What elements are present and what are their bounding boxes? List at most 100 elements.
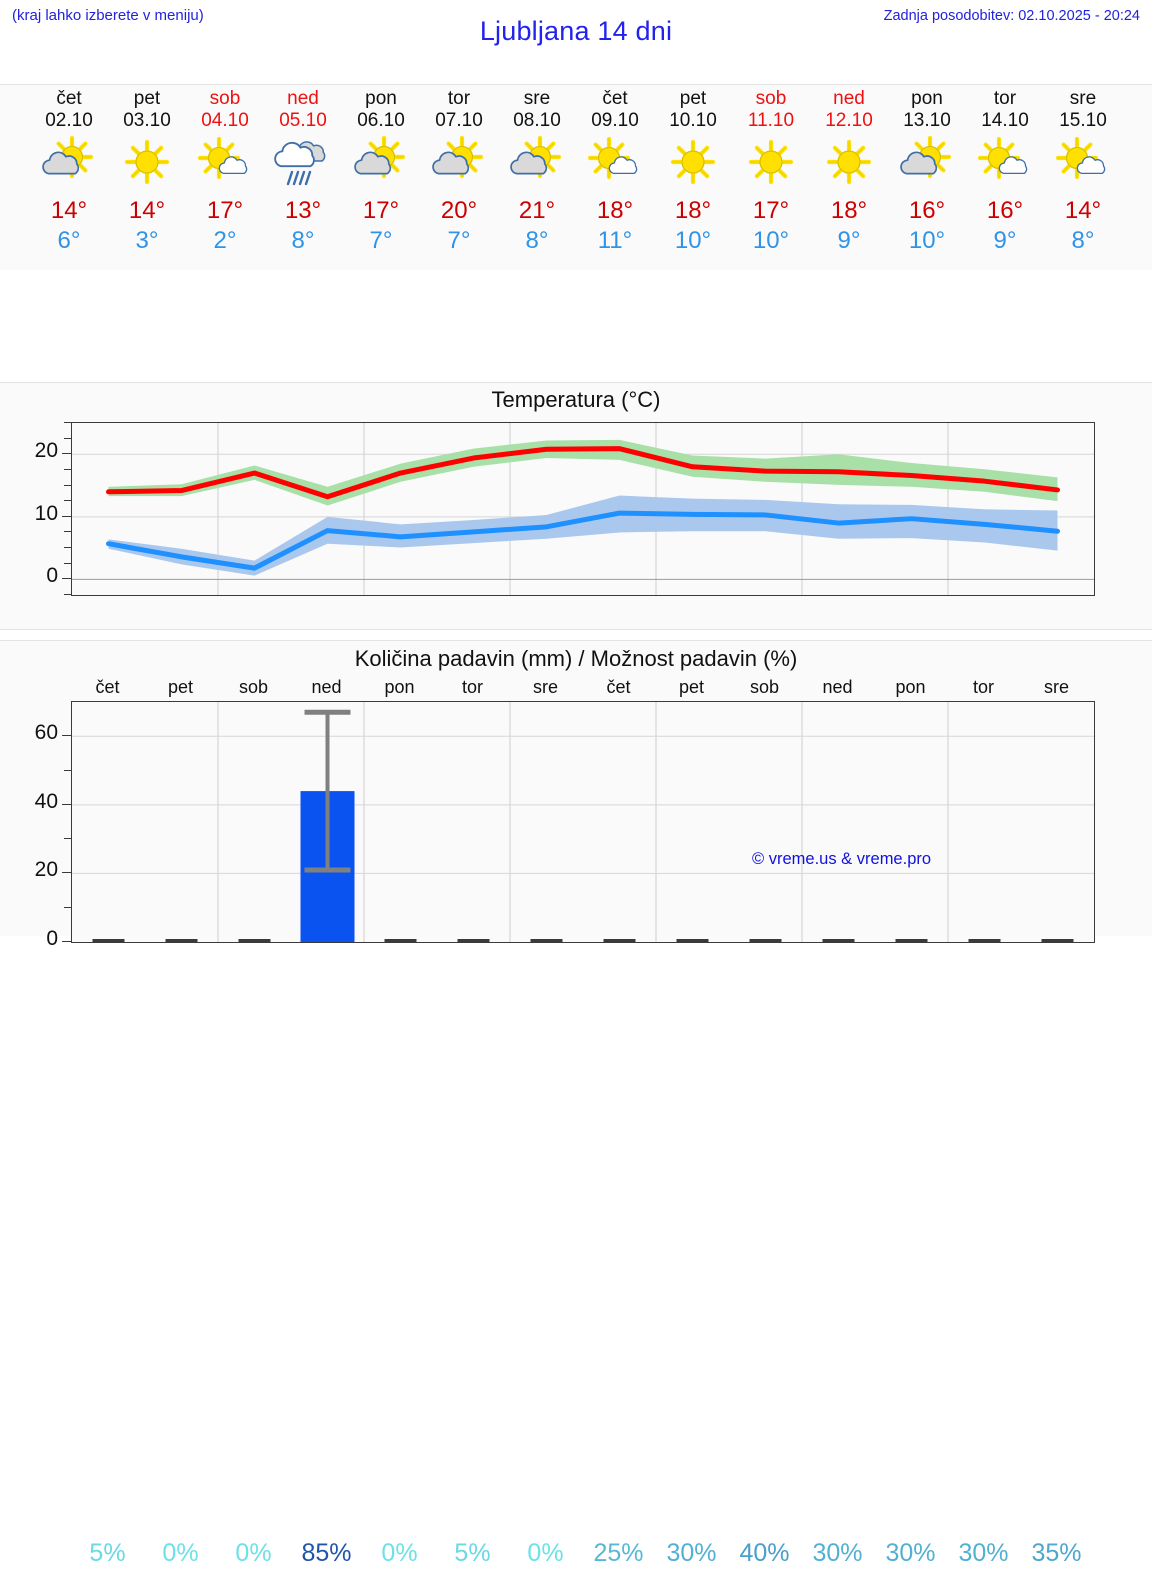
day-column[interactable]: pet 10.10 18° 10° bbox=[654, 85, 732, 271]
precipitation-y-axis-label: 40 bbox=[34, 789, 58, 813]
day-column[interactable]: čet 09.10 18° 11° bbox=[576, 85, 654, 271]
precipitation-probability: 35% bbox=[1031, 1539, 1082, 1567]
temperature-chart-panel: Temperatura (°C) © vreme.us & vreme.pro … bbox=[0, 382, 1152, 868]
temperature-y-axis-minor-tick bbox=[64, 484, 71, 486]
sun-behind-cloud-icon bbox=[420, 135, 498, 191]
precipitation-y-axis-tick bbox=[62, 803, 71, 805]
precipitation-y-axis-minor-tick bbox=[64, 769, 71, 771]
precipitation-day-label: sob bbox=[749, 677, 780, 697]
precipitation-probability: 40% bbox=[739, 1539, 790, 1567]
precipitation-probability: 0% bbox=[381, 1539, 418, 1567]
precipitation-y-axis-minor-tick bbox=[64, 838, 71, 840]
sun-behind-cloud-icon bbox=[30, 135, 108, 191]
day-name: sob bbox=[209, 88, 241, 109]
precipitation-probability: 30% bbox=[885, 1539, 936, 1567]
temperature-min: 9° bbox=[837, 227, 861, 254]
day-date: 10.10 bbox=[669, 110, 717, 131]
temperature-y-axis-minor-tick bbox=[64, 531, 71, 533]
precipitation-y-axis-tick bbox=[62, 735, 71, 737]
temperature-min: 10° bbox=[752, 227, 790, 254]
temperature-chart-title: Temperatura (°C) bbox=[491, 387, 661, 412]
sun-icon bbox=[732, 135, 810, 191]
day-date: 05.10 bbox=[279, 110, 327, 131]
sun-small-cloud-icon bbox=[1044, 135, 1122, 191]
temperature-max: 18° bbox=[674, 197, 712, 224]
temperature-y-axis-minor-tick bbox=[64, 562, 71, 564]
sun-icon bbox=[654, 135, 732, 191]
day-name: sre bbox=[1069, 88, 1097, 109]
precipitation-probability: 85% bbox=[301, 1539, 352, 1567]
sun-icon bbox=[810, 135, 888, 191]
temperature-max: 17° bbox=[752, 197, 790, 224]
day-column[interactable]: pon 13.10 16° 10° bbox=[888, 85, 966, 271]
day-name: sre bbox=[523, 88, 551, 109]
precipitation-probability: 30% bbox=[958, 1539, 1009, 1567]
layout-spacer bbox=[0, 270, 1152, 380]
temperature-min: 9° bbox=[993, 227, 1017, 254]
day-column[interactable]: ned 05.10 13° 8° bbox=[264, 85, 342, 271]
day-column[interactable]: čet 02.10 14° 6° bbox=[30, 85, 108, 271]
temperature-y-axis-label: 10 bbox=[34, 501, 58, 525]
temperature-y-axis-minor-tick bbox=[64, 547, 71, 549]
temperature-max: 16° bbox=[986, 197, 1024, 224]
precipitation-chart-panel: Količina padavin (mm) / Možnost padavin … bbox=[0, 640, 1152, 1567]
day-column[interactable]: sob 11.10 17° 10° bbox=[732, 85, 810, 271]
day-column[interactable]: ned 12.10 18° 9° bbox=[810, 85, 888, 271]
temperature-y-axis-tick bbox=[62, 578, 71, 580]
day-column[interactable]: pet 03.10 14° 3° bbox=[108, 85, 186, 271]
temperature-min: 8° bbox=[525, 227, 549, 254]
precipitation-day-label: čet bbox=[95, 677, 120, 697]
day-date: 02.10 bbox=[45, 110, 93, 131]
day-column[interactable]: tor 07.10 20° 7° bbox=[420, 85, 498, 271]
precipitation-day-label: pon bbox=[895, 677, 926, 697]
temperature-max: 17° bbox=[362, 197, 400, 224]
day-column[interactable]: sob 04.10 17° 2° bbox=[186, 85, 264, 271]
precipitation-y-axis-label: 0 bbox=[46, 927, 58, 950]
day-column[interactable]: sre 08.10 21° 8° bbox=[498, 85, 576, 271]
day-date: 14.10 bbox=[981, 110, 1029, 131]
temperature-y-axis-minor-tick bbox=[64, 468, 71, 470]
temperature-y-axis-tick bbox=[62, 515, 71, 517]
temperature-min: 10° bbox=[908, 227, 946, 254]
day-name: tor bbox=[447, 88, 471, 109]
temperature-max: 17° bbox=[206, 197, 244, 224]
sun-small-cloud-icon bbox=[576, 135, 654, 191]
day-name: sob bbox=[755, 88, 787, 109]
precipitation-day-label: sre bbox=[1043, 677, 1069, 697]
last-update-text: Zadnja posodobitev: 02.10.2025 - 20:24 bbox=[883, 8, 1140, 24]
temperature-max: 20° bbox=[440, 197, 478, 224]
daily-forecast-strip: čet 02.10 14° 6° pet 03.10 14° 3° sob 04.10 17° 2° n… bbox=[0, 84, 1152, 272]
precipitation-day-label: pet bbox=[167, 677, 194, 697]
sun-behind-cloud-icon bbox=[342, 135, 420, 191]
precipitation-probability: 0% bbox=[162, 1539, 199, 1567]
day-date: 08.10 bbox=[513, 110, 561, 131]
temperature-max: 21° bbox=[518, 197, 556, 224]
temperature-y-axis-minor-tick bbox=[64, 500, 71, 502]
precipitation-day-label: sob bbox=[238, 677, 269, 697]
temperature-min: 11° bbox=[597, 227, 633, 254]
day-column[interactable]: tor 14.10 16° 9° bbox=[966, 85, 1044, 271]
temperature-y-axis-minor-tick bbox=[64, 422, 71, 423]
precipitation-day-label: ned bbox=[311, 677, 342, 697]
precipitation-probability: 0% bbox=[235, 1539, 272, 1567]
temperature-chart-svg bbox=[72, 423, 1094, 595]
day-column[interactable]: pon 06.10 17° 7° bbox=[342, 85, 420, 271]
day-name: pet bbox=[133, 88, 161, 109]
precipitation-day-label: pet bbox=[678, 677, 705, 697]
day-date: 04.10 bbox=[201, 110, 249, 131]
precipitation-probability: 5% bbox=[89, 1539, 126, 1567]
day-name: pet bbox=[679, 88, 707, 109]
precipitation-plot-area bbox=[71, 701, 1095, 943]
temperature-plot-area bbox=[71, 422, 1095, 596]
temperature-min: 3° bbox=[135, 227, 159, 254]
day-name: tor bbox=[993, 88, 1017, 109]
day-date: 11.10 bbox=[747, 110, 795, 131]
precipitation-chart-svg bbox=[72, 702, 1094, 942]
temperature-min: 10° bbox=[674, 227, 712, 254]
day-column[interactable]: sre 15.10 14° 8° bbox=[1044, 85, 1122, 271]
temperature-y-axis-minor-tick bbox=[64, 594, 71, 595]
precipitation-day-label: tor bbox=[972, 677, 994, 697]
precipitation-probability: 5% bbox=[454, 1539, 491, 1567]
precipitation-y-axis-tick bbox=[62, 872, 71, 874]
menu-hint-text: (kraj lahko izberete v meniju) bbox=[12, 7, 204, 24]
